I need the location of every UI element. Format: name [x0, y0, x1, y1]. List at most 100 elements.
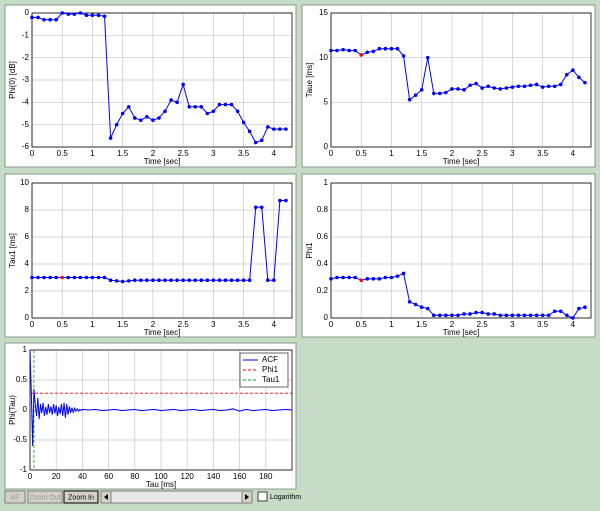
x-axis-label: Time [sec] — [144, 328, 181, 337]
data-point — [528, 313, 533, 318]
x-tick-label: 0 — [329, 320, 334, 329]
x-tick-label: 4 — [571, 149, 576, 158]
data-point — [175, 278, 179, 283]
data-point — [96, 275, 101, 280]
legend-label: Tau1 — [262, 375, 280, 384]
data-point — [456, 313, 460, 318]
zoom-out-button[interactable] — [27, 490, 63, 504]
data-point — [102, 14, 107, 19]
data-point — [272, 127, 276, 131]
checkbox-label: Logarithm — [270, 494, 301, 501]
data-point — [540, 85, 545, 89]
data-point — [108, 278, 113, 283]
data-point — [241, 278, 246, 283]
legend-label: Phi1 — [262, 365, 279, 374]
data-point — [272, 278, 276, 283]
y-tick-label: 6 — [25, 232, 30, 241]
data-point — [341, 275, 345, 280]
data-point — [199, 105, 204, 109]
x-tick-label: 2 — [450, 149, 455, 158]
data-point — [199, 278, 204, 283]
data-point — [193, 105, 198, 109]
x-tick-label: 120 — [181, 472, 195, 481]
data-point — [335, 275, 339, 280]
data-point — [169, 98, 173, 102]
scrollbar[interactable] — [100, 490, 253, 504]
data-point — [175, 100, 179, 105]
data-point — [371, 277, 376, 281]
y-tick-label: -1 — [22, 30, 30, 39]
data-point — [583, 305, 587, 310]
data-point — [571, 316, 575, 320]
data-point — [30, 15, 34, 20]
data-point — [259, 138, 264, 143]
x-tick-label: 140 — [207, 472, 221, 481]
y-axis-label: Taue [ms] — [305, 63, 314, 98]
panel-background — [301, 173, 596, 338]
x-axis-label: Time [sec] — [144, 157, 181, 166]
y-tick-label: 0 — [324, 142, 329, 151]
x-tick-label: 3 — [211, 320, 216, 329]
data-point — [132, 116, 137, 120]
x-tick-label: 60 — [104, 472, 113, 481]
x-tick-label: 3.5 — [537, 320, 549, 329]
checkbox[interactable] — [257, 491, 268, 502]
data-point — [211, 278, 216, 283]
data-point — [181, 82, 185, 87]
data-point — [66, 12, 71, 16]
data-point — [151, 118, 155, 122]
y-tick-label: 0.2 — [317, 286, 329, 295]
y-tick-label: 0 — [25, 313, 30, 322]
data-point — [425, 306, 430, 311]
data-point — [419, 305, 424, 310]
x-tick-label: 3.5 — [238, 320, 250, 329]
data-point — [30, 275, 34, 280]
data-point — [54, 275, 58, 280]
y-tick-label: 0.4 — [317, 259, 329, 268]
data-point — [205, 278, 210, 283]
x-tick-label: 3.5 — [537, 149, 549, 158]
x-axis-label: Time [sec] — [443, 328, 480, 337]
data-point — [510, 313, 515, 318]
data-point — [66, 275, 71, 280]
data-point — [395, 274, 400, 278]
data-point — [359, 278, 364, 283]
data-point — [278, 127, 282, 131]
y-tick-label: 10 — [20, 178, 29, 187]
data-point — [139, 118, 143, 122]
y-axis-label: Tau1 [ms] — [8, 233, 17, 268]
panel-background — [301, 4, 596, 168]
data-point — [347, 48, 351, 53]
data-point — [498, 87, 503, 91]
y-tick-label: 1 — [23, 345, 28, 354]
data-point — [211, 109, 216, 114]
zoom-in-button[interactable] — [63, 490, 99, 504]
data-point — [468, 83, 472, 88]
x-tick-label: 1 — [90, 320, 95, 329]
x-tick-label: 0 — [28, 472, 33, 481]
data-point — [247, 278, 252, 283]
chart-panel: 0 5 10 15 0 0.5 1 1.5 2 2.5 3 3.5 4 Time [sec] Taue [m… — [301, 4, 596, 168]
chart-panel: -1 -0.5 0 0.5 1 0 20 40 60 80 100 120 140 160 180 Tau [… — [4, 342, 297, 490]
x-tick-label: 0.5 — [57, 149, 69, 158]
y-tick-label: 15 — [319, 8, 328, 17]
data-point — [371, 49, 376, 54]
data-point — [193, 278, 198, 283]
data-point — [389, 275, 394, 280]
data-point — [431, 91, 436, 96]
data-point — [444, 313, 448, 318]
data-point — [504, 313, 509, 318]
data-point — [407, 300, 412, 304]
data-point — [401, 54, 406, 58]
data-point — [558, 309, 563, 314]
data-point — [54, 17, 58, 22]
data-point — [78, 275, 83, 280]
zoom-in-label: Zoom In — [68, 494, 94, 501]
data-point — [413, 302, 418, 307]
plot-frame — [31, 12, 293, 148]
data-point — [247, 129, 252, 134]
zoom-out-label: Zoom Out — [29, 494, 60, 501]
af-button[interactable] — [4, 490, 26, 504]
data-point — [223, 102, 228, 107]
x-tick-label: 2 — [151, 149, 156, 158]
